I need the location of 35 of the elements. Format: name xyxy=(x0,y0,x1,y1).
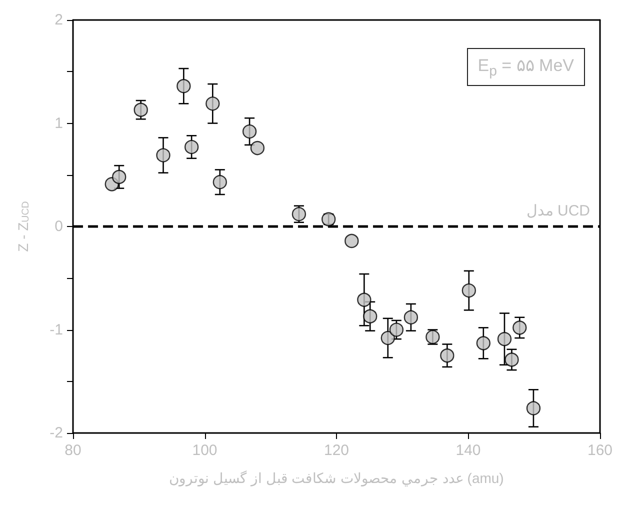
x-tick-label: 100 xyxy=(192,442,218,459)
point xyxy=(242,124,257,139)
point xyxy=(363,309,378,324)
point xyxy=(156,148,170,162)
x-tick-label: 160 xyxy=(587,442,613,459)
x-tick-label: 120 xyxy=(324,442,350,459)
point xyxy=(112,170,126,184)
point xyxy=(404,310,418,324)
point xyxy=(206,96,220,111)
point xyxy=(380,330,395,346)
point xyxy=(389,322,404,337)
point xyxy=(497,332,512,346)
x-axis-title: عدد جرمي محصولات شكافت قبل از گسيل نوترون (amu) xyxy=(169,470,504,487)
point xyxy=(176,78,191,94)
point xyxy=(344,234,359,248)
x-tick-label: 80 xyxy=(64,442,82,459)
y-axis-title: Z - ZUCD xyxy=(15,201,32,252)
y-tick-label: 0 xyxy=(54,218,63,235)
point xyxy=(526,401,541,416)
point xyxy=(250,140,265,156)
point xyxy=(462,283,476,298)
ref-line-label: مدل UCD xyxy=(526,202,590,220)
x-tick-label: 140 xyxy=(456,442,481,459)
point xyxy=(476,336,490,350)
point xyxy=(357,292,372,307)
point xyxy=(184,140,199,154)
y-tick-label: -1 xyxy=(50,321,63,338)
y-tick-label: 2 xyxy=(54,12,63,28)
point xyxy=(440,348,454,363)
point xyxy=(512,320,527,335)
y-tick-label: -2 xyxy=(50,424,63,442)
point xyxy=(212,175,227,190)
point xyxy=(134,102,148,117)
y-tick-label: 1 xyxy=(54,114,63,132)
point xyxy=(504,352,519,367)
